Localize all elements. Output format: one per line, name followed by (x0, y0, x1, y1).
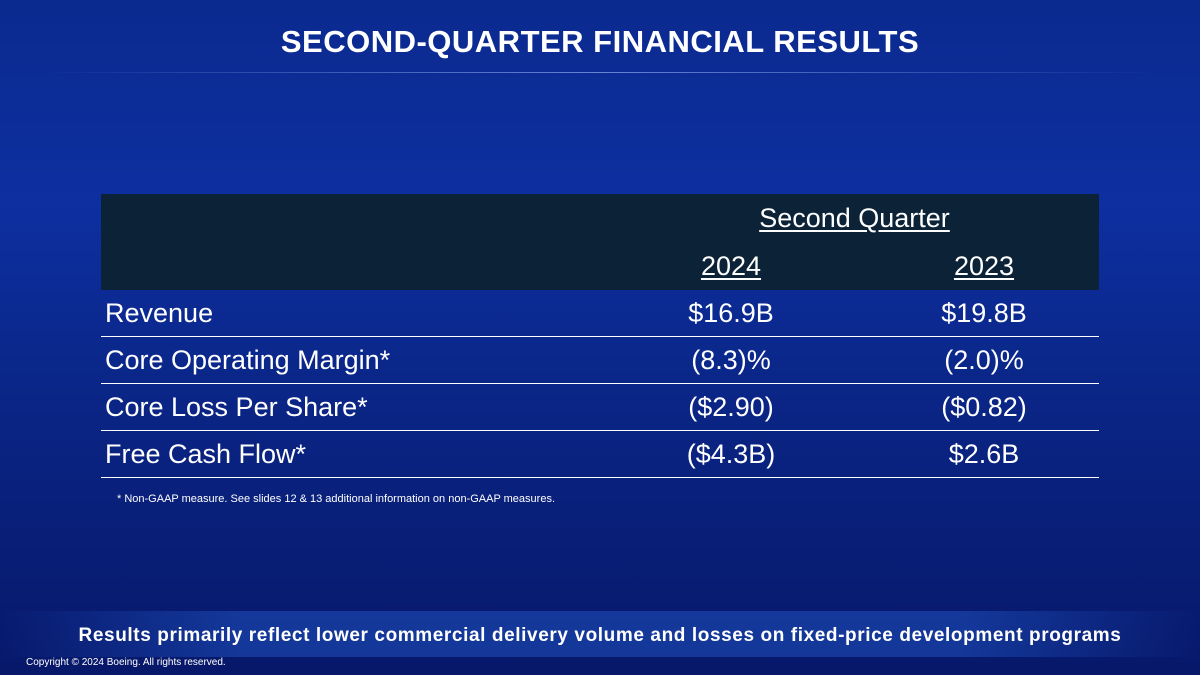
footnote: * Non-GAAP measure. See slides 12 & 13 a… (117, 493, 556, 505)
table-header: Second Quarter 2024 2023 (101, 194, 1099, 290)
bottom-message: Results primarily reflect lower commerci… (78, 625, 1122, 646)
copyright: Copyright © 2024 Boeing. All rights rese… (26, 657, 226, 668)
row-value-2023: (2.0)% (944, 345, 1024, 375)
row-label: Revenue (105, 298, 214, 328)
bottom-message-band (0, 611, 1200, 657)
row-label: Free Cash Flow* (105, 439, 307, 469)
table-row: Core Operating Margin* (8.3)% (2.0)% (101, 337, 1099, 384)
column-header-2024: 2024 (700, 251, 762, 281)
slide-title: SECOND-QUARTER FINANCIAL RESULTS (280, 24, 920, 59)
row-value-2023: $19.8B (941, 298, 1027, 328)
results-table: Second Quarter 2024 2023 Revenue $16.9B … (101, 194, 1099, 478)
row-value-2024: $16.9B (688, 298, 774, 328)
row-value-2024: ($4.3B) (686, 439, 776, 469)
group-header-second-quarter: Second Quarter (759, 203, 950, 233)
row-value-2023: $2.6B (948, 439, 1020, 469)
row-label: Core Operating Margin* (105, 345, 391, 375)
row-value-2023: ($0.82) (941, 392, 1027, 422)
row-value-2024: (8.3)% (691, 345, 771, 375)
row-value-2024: ($2.90) (688, 392, 774, 422)
table-row: Core Loss Per Share* ($2.90) ($0.82) (101, 384, 1099, 431)
table-row: Revenue $16.9B $19.8B (101, 290, 1099, 337)
title-divider (40, 72, 1160, 73)
table-row: Free Cash Flow* ($4.3B) $2.6B (101, 431, 1099, 478)
row-label: Core Loss Per Share* (105, 392, 368, 422)
column-header-2023: 2023 (953, 251, 1015, 281)
